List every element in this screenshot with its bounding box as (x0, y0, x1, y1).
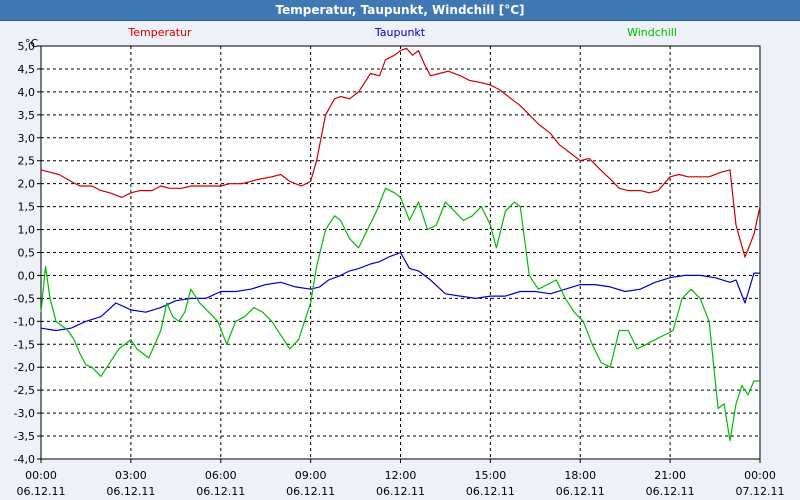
x-tick-time-label: 06:00 (205, 469, 237, 482)
y-tick-label: -1,0 (14, 315, 35, 328)
axis-labels: °C 5,0 4,5 4,0 3,5 3,0 2,5 2,0 1,5 1,0 0,5 0,0 -0,5… (14, 37, 785, 498)
series-line-taupunkt (40, 251, 760, 332)
y-tick-label: 1,5 (18, 201, 36, 214)
y-tick-label: 0,0 (18, 269, 36, 282)
x-tick-date-label: 06.12.11 (286, 485, 335, 498)
x-tick-time-label: 15:00 (475, 469, 507, 482)
y-axis-unit-label: °C (25, 37, 39, 50)
y-tick-label: 1,0 (18, 224, 36, 237)
legend-entry-temperatur: Temperatur (127, 26, 192, 39)
y-tick-label: -2,0 (14, 361, 35, 374)
x-tick-date-label: 06.12.11 (17, 485, 66, 498)
x-tick-date-label: 06.12.11 (466, 485, 515, 498)
y-tick-label: 4,0 (18, 86, 36, 99)
chart-title: Temperatur, Taupunkt, Windchill [°C] (275, 3, 525, 17)
y-tick-label: -2,5 (14, 384, 35, 397)
y-tick-label: 4,5 (18, 63, 36, 76)
x-tick-date-label: 06.12.11 (646, 485, 695, 498)
x-tick-time-label: 21:00 (654, 469, 686, 482)
y-tick-label: 0,5 (18, 247, 36, 260)
x-tick-time-label: 09:00 (295, 469, 327, 482)
x-tick-time-label: 00:00 (25, 469, 57, 482)
series-line-windchill (40, 187, 760, 442)
y-tick-label: 5,0 (18, 40, 36, 53)
y-tick-label: -0,5 (14, 292, 35, 305)
x-tick-date-label: 06.12.11 (106, 485, 155, 498)
legend-entry-taupunkt: Taupunkt (374, 26, 426, 39)
y-tick-label: -3,0 (14, 407, 35, 420)
grid-lines (37, 45, 761, 463)
y-tick-label: -1,5 (14, 338, 35, 351)
y-tick-label: -4,0 (14, 453, 35, 466)
y-tick-label: 2,0 (18, 178, 36, 191)
y-tick-label: 3,0 (18, 132, 36, 145)
x-tick-date-label: 06.12.11 (196, 485, 245, 498)
x-tick-time-label: 03:00 (115, 469, 147, 482)
x-tick-date-label: 06.12.11 (556, 485, 605, 498)
y-tick-label: 2,5 (18, 155, 36, 168)
legend-entry-windchill: Windchill (627, 26, 677, 39)
x-tick-time-label: 18:00 (564, 469, 596, 482)
title-bar: Temperatur, Taupunkt, Windchill [°C] (0, 0, 800, 21)
x-tick-date-label: 06.12.11 (376, 485, 425, 498)
legend: Temperatur Taupunkt Windchill (127, 26, 677, 39)
x-tick-time-label: 00:00 (744, 469, 776, 482)
series-line-temperatur (40, 47, 761, 258)
y-tick-label: 3,5 (18, 109, 36, 122)
series-lines (40, 47, 761, 442)
x-tick-time-label: 12:00 (385, 469, 417, 482)
x-tick-date-label: 07.12.11 (736, 485, 785, 498)
y-tick-label: -3,5 (14, 430, 35, 443)
